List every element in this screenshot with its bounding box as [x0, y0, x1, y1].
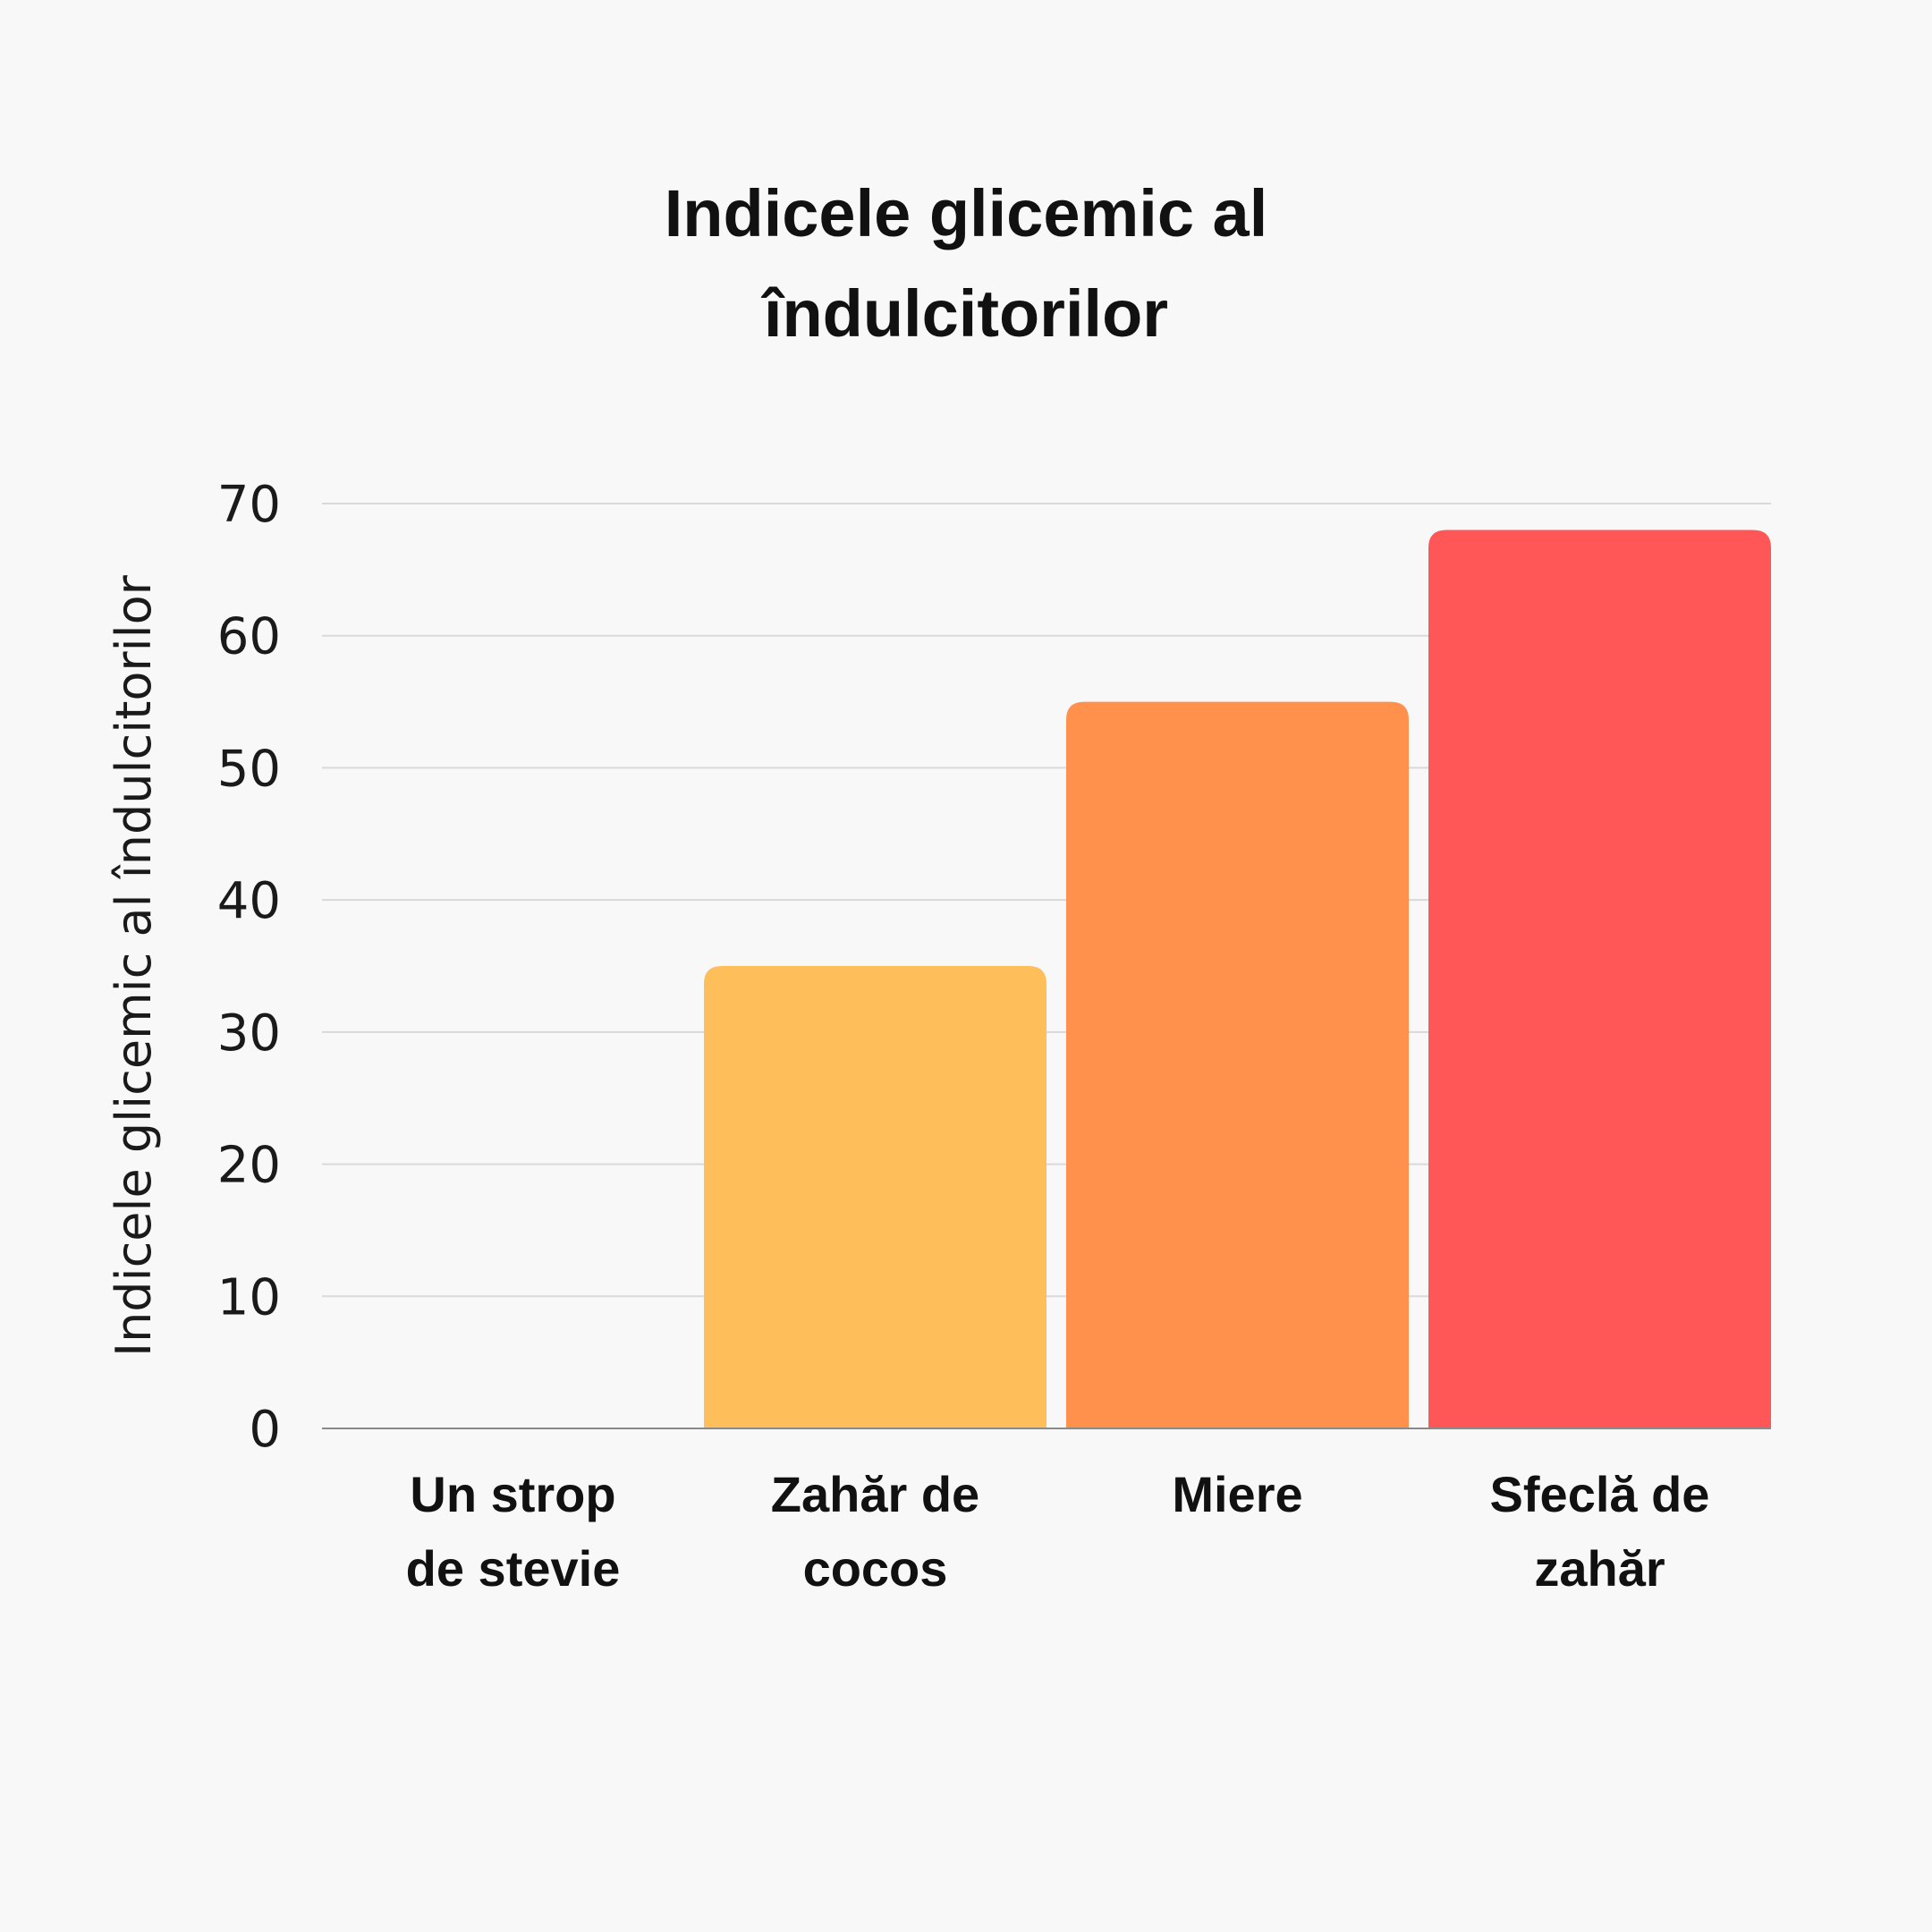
y-tick-label: 60: [217, 608, 281, 666]
y-tick-label: 10: [217, 1268, 281, 1326]
y-tick-label: 40: [217, 872, 281, 930]
x-category-label: Un strop: [410, 1466, 615, 1522]
x-category-label: Sfeclă de: [1490, 1466, 1710, 1522]
x-category-label: Miere: [1172, 1466, 1302, 1522]
chart-title-line: îndulcitorilor: [761, 276, 1168, 351]
y-axis-label-text: Indicele glicemic al îndulcitorilor: [106, 574, 162, 1357]
chart-title-line: Indicele glicemic al: [665, 176, 1268, 250]
y-tick-label: 50: [217, 740, 281, 798]
chart-title: Indicele glicemic al îndulcitorilor: [665, 176, 1268, 351]
bar: [704, 966, 1046, 1428]
y-axis-label: Indicele glicemic al îndulcitorilor: [106, 574, 162, 1357]
y-tick-label: 0: [249, 1401, 281, 1459]
x-category-label: zahăr: [1534, 1540, 1665, 1597]
x-category-label: Zahăr de: [771, 1466, 979, 1522]
y-axis-ticks: 0 10 20 30 40 50 60 70: [217, 476, 281, 1459]
y-tick-label: 30: [217, 1004, 281, 1063]
x-category-label: cocos: [803, 1540, 948, 1597]
y-tick-label: 70: [217, 476, 281, 534]
bars: [704, 530, 1771, 1428]
x-axis-categories: Un strop de stevie Zahăr de cocos Miere Sfecl…: [406, 1466, 1710, 1597]
x-category-label: de stevie: [406, 1540, 621, 1597]
y-tick-label: 20: [217, 1137, 281, 1195]
bar: [1066, 701, 1409, 1428]
bar: [1428, 530, 1771, 1428]
